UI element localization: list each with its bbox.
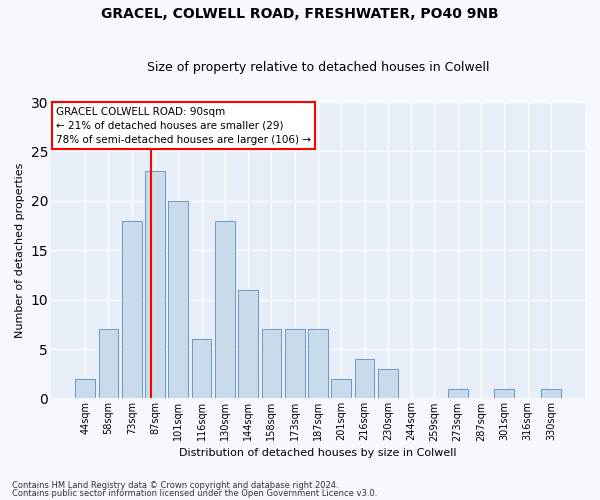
Y-axis label: Number of detached properties: Number of detached properties (15, 162, 25, 338)
Bar (122, 220, 142, 398)
Bar (541, 388, 561, 398)
Bar (98, 330, 118, 398)
Bar (285, 330, 305, 398)
Bar (494, 388, 514, 398)
Bar (331, 378, 351, 398)
Text: GRACEL COLWELL ROAD: 90sqm
← 21% of detached houses are smaller (29)
78% of semi: GRACEL COLWELL ROAD: 90sqm ← 21% of deta… (56, 106, 311, 144)
Bar (215, 220, 235, 398)
Bar (75, 378, 95, 398)
X-axis label: Distribution of detached houses by size in Colwell: Distribution of detached houses by size … (179, 448, 457, 458)
Text: Contains public sector information licensed under the Open Government Licence v3: Contains public sector information licen… (12, 489, 377, 498)
Bar (308, 330, 328, 398)
Bar (169, 201, 188, 398)
Bar (191, 339, 211, 398)
Title: Size of property relative to detached houses in Colwell: Size of property relative to detached ho… (147, 62, 489, 74)
Bar (262, 330, 281, 398)
Bar (238, 290, 258, 399)
Bar (378, 369, 398, 398)
Text: Contains HM Land Registry data © Crown copyright and database right 2024.: Contains HM Land Registry data © Crown c… (12, 480, 338, 490)
Bar (448, 388, 467, 398)
Bar (355, 359, 374, 399)
Text: GRACEL, COLWELL ROAD, FRESHWATER, PO40 9NB: GRACEL, COLWELL ROAD, FRESHWATER, PO40 9… (101, 8, 499, 22)
Bar (145, 171, 165, 398)
